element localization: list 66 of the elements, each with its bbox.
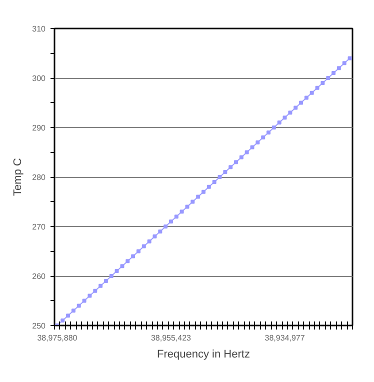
point: [310, 90, 314, 95]
point: [315, 86, 320, 90]
point: [152, 234, 157, 238]
point: [142, 244, 146, 248]
point: [147, 239, 152, 244]
y-tick-label: 290: [32, 124, 46, 132]
y-tick-label: 310: [32, 24, 46, 34]
x-tick-label: 38,934,977: [264, 334, 306, 342]
point: [88, 294, 92, 298]
point: [266, 130, 271, 134]
point: [104, 278, 108, 283]
point: [131, 254, 136, 258]
x-tick-label: 38,975,880: [37, 334, 78, 342]
y-axis-title: Temp C: [12, 158, 24, 196]
point: [202, 190, 206, 194]
point: [288, 110, 292, 115]
point: [98, 284, 103, 288]
point: [342, 61, 346, 66]
point: [277, 120, 282, 125]
point: [109, 274, 114, 278]
point: [180, 210, 184, 214]
point: [282, 116, 287, 120]
point: [244, 150, 249, 154]
point: [66, 314, 70, 318]
point: [82, 298, 86, 303]
point: [294, 106, 298, 110]
point: [336, 66, 341, 70]
point: [120, 264, 124, 268]
point: [126, 259, 130, 264]
point: [223, 170, 228, 174]
point: [256, 140, 260, 144]
y-tick-label: 250: [32, 322, 46, 330]
point: [60, 318, 65, 323]
point: [332, 71, 336, 76]
x-tick-label: 38,955,423: [150, 334, 192, 342]
point: [206, 184, 211, 189]
point: [185, 204, 190, 209]
point: [228, 165, 233, 170]
point: [76, 304, 81, 308]
y-tick-label: 300: [32, 74, 46, 83]
point: [348, 56, 352, 60]
y-tick-label: 280: [32, 173, 46, 182]
point: [304, 96, 308, 100]
point: [196, 194, 200, 199]
y-tick-label: 270: [32, 222, 46, 232]
point: [234, 160, 238, 164]
x-axis-title: Frequency in Hertz: [157, 348, 250, 360]
point: [326, 76, 330, 80]
point: [272, 126, 276, 130]
point: [261, 135, 266, 140]
point: [239, 155, 244, 160]
point: [190, 200, 195, 204]
point: [71, 308, 76, 313]
point: [320, 80, 325, 85]
point: [218, 175, 222, 179]
point: [168, 220, 173, 224]
point: [299, 100, 304, 105]
y-tick-label: 260: [32, 272, 46, 281]
point: [250, 145, 254, 150]
point: [164, 224, 168, 228]
point: [212, 180, 216, 184]
point: [114, 269, 119, 274]
point: [174, 214, 178, 219]
point: [158, 229, 162, 234]
point: [93, 288, 98, 293]
point: [136, 249, 140, 254]
